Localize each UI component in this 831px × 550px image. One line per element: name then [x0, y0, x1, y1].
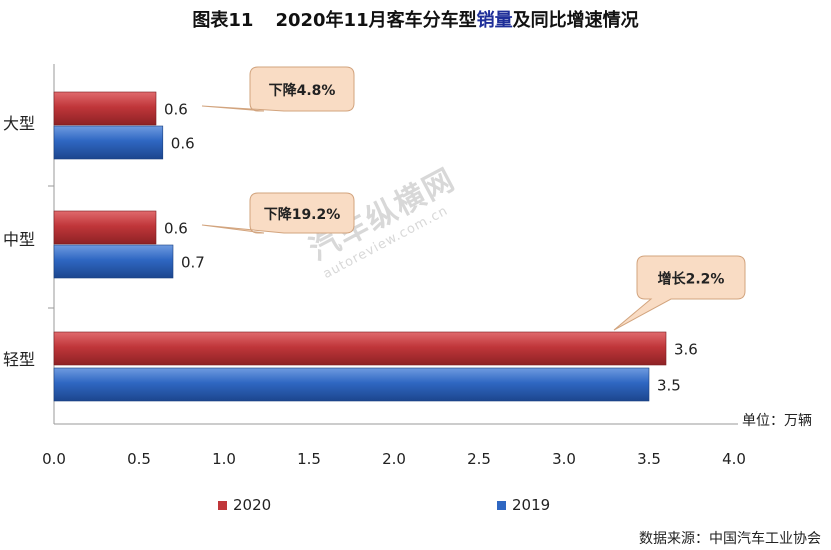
title-suffix: 及同比增速情况: [512, 10, 639, 31]
x-tick-label: 2.5: [467, 450, 491, 468]
y-category-label: 轻型: [3, 350, 35, 369]
data-label-2019: 0.6: [171, 135, 195, 153]
bar-2019: [53, 125, 164, 160]
callout-text: 下降19.2%: [264, 206, 341, 223]
figure-label: 图表11: [192, 10, 254, 31]
data-label-2020: 3.6: [674, 341, 698, 359]
data-label-2019: 3.5: [657, 377, 681, 395]
callout-box: [613, 255, 746, 331]
x-tick-label: 3.0: [552, 450, 576, 468]
callout-box: [201, 66, 355, 112]
title-highlight: 销量: [476, 10, 513, 31]
callout-text: 下降4.8%: [269, 82, 336, 99]
bar-2020: [53, 91, 157, 126]
x-tick-label: 3.5: [637, 450, 661, 468]
x-tick-label: 2.0: [382, 450, 406, 468]
y-category-label: 中型: [3, 230, 35, 249]
bar-2019: [53, 367, 650, 402]
x-tick-label: 4.0: [722, 450, 746, 468]
legend-label-2020: 2020: [233, 496, 272, 514]
legend-swatch-2019: [497, 500, 506, 510]
bar-2020: [53, 210, 157, 245]
legend-item-2020: 2020: [218, 496, 271, 514]
callout-box: [201, 192, 355, 234]
data-label-2019: 0.7: [181, 254, 205, 272]
data-label-2020: 0.6: [164, 220, 188, 238]
x-tick-label: 0.0: [42, 450, 66, 468]
x-tick-label: 0.5: [127, 450, 151, 468]
bar-2019: [53, 244, 174, 279]
legend-item-2019: 2019: [497, 496, 550, 514]
source-note: 数据来源：中国汽车工业协会: [639, 531, 821, 547]
y-category-label: 大型: [3, 114, 35, 133]
legend-swatch-2020: [218, 500, 227, 510]
title-prefix: 2020年11月客车分车型: [275, 10, 477, 31]
data-label-2020: 0.6: [164, 101, 188, 119]
bar-2020: [53, 331, 667, 366]
x-tick-label: 1.5: [297, 450, 321, 468]
chart-title: 图表11 2020年11月客车分车型销量及同比增速情况: [0, 6, 831, 32]
unit-label: 单位：万辆: [742, 413, 812, 429]
x-tick-label: 1.0: [212, 450, 236, 468]
legend-label-2019: 2019: [512, 496, 551, 514]
callout-text: 增长2.2%: [658, 271, 725, 288]
